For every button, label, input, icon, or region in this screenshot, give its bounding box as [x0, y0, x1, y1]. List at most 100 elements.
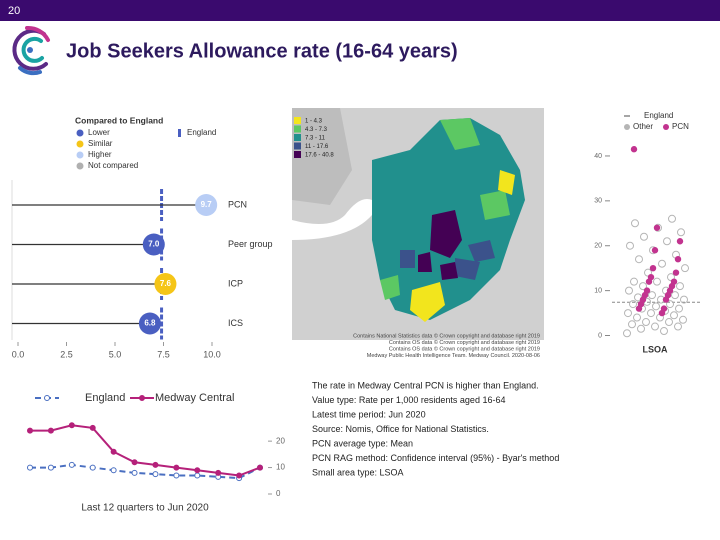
map-region — [380, 275, 400, 300]
point — [674, 322, 682, 331]
y-tick-label: 40 — [594, 153, 602, 160]
point — [110, 467, 117, 474]
point — [652, 302, 660, 311]
point — [681, 264, 689, 273]
legend-marker — [44, 395, 50, 401]
legend-swatch — [294, 151, 301, 158]
legend-marker — [76, 162, 84, 170]
point — [47, 464, 54, 471]
note-line: Source: Nomis, Office for National Stati… — [312, 424, 489, 434]
x-tick-label: 5.0 — [109, 349, 122, 359]
slide-title: Job Seekers Allowance rate (16-64 years) — [66, 40, 458, 62]
point — [131, 469, 138, 476]
point — [642, 318, 650, 327]
point — [653, 277, 661, 286]
legend-marker — [624, 124, 630, 130]
legend-label: England — [85, 392, 125, 404]
y-tick-label: 10 — [594, 287, 602, 294]
legend-label: England — [644, 111, 673, 120]
point — [630, 146, 638, 153]
map-region — [440, 262, 458, 280]
dot — [142, 233, 165, 256]
point — [676, 282, 684, 291]
map — [292, 108, 544, 340]
map-credit: Contains National Statistics data © Crow… — [353, 332, 540, 339]
legend-label: PCN — [672, 122, 689, 131]
y-tick-label: 10 — [276, 463, 285, 472]
series-line — [30, 463, 261, 480]
row-label: ICP — [228, 278, 243, 288]
row-label: PCN — [228, 199, 247, 209]
point — [173, 472, 180, 479]
point — [680, 295, 688, 304]
map-region — [440, 118, 480, 150]
legend-title: Compared to England — [75, 115, 163, 125]
value-label: 7.6 — [160, 279, 172, 288]
note-line: Value type: Rate per 1,000 residents age… — [312, 395, 505, 405]
legend-label: England — [187, 128, 216, 137]
legend-label: Higher — [88, 150, 112, 159]
top-bar — [0, 0, 720, 21]
point — [194, 472, 201, 479]
map-region — [455, 258, 480, 280]
map-region — [400, 250, 415, 268]
map-water — [292, 199, 372, 240]
point — [194, 467, 201, 474]
y-tick-label: 0 — [598, 332, 602, 339]
point — [131, 459, 138, 466]
point — [27, 464, 33, 471]
point — [675, 304, 683, 313]
point — [89, 424, 96, 431]
legend-swatch — [294, 125, 301, 133]
legend-swatch — [294, 117, 301, 124]
legend-label: 17.6 - 40.8 — [305, 153, 334, 159]
y-tick-label: 20 — [594, 243, 602, 250]
legend-label: 4.3 - 7.3 — [305, 127, 328, 133]
x-tick-label: 0.0 — [12, 349, 25, 359]
note-line: PCN RAG method: Confidence interval (95%… — [312, 453, 559, 463]
legend-swatch — [294, 142, 301, 150]
point — [649, 264, 657, 272]
point — [68, 422, 75, 429]
legend-marker — [178, 129, 181, 137]
point — [679, 315, 687, 324]
point — [653, 224, 661, 231]
y-tick-label: 0 — [276, 489, 281, 498]
row-label: ICS — [228, 318, 243, 328]
note-line: PCN average type: Mean — [312, 438, 413, 448]
legend-marker — [76, 129, 84, 137]
point — [89, 464, 96, 471]
map-region — [430, 210, 462, 258]
y-tick-label: 20 — [276, 436, 285, 445]
point — [645, 278, 653, 285]
point — [236, 472, 243, 479]
point — [668, 214, 676, 223]
map-region — [498, 170, 515, 195]
x-tick-label: 10.0 — [203, 349, 221, 359]
map-land — [292, 108, 352, 205]
map-region — [410, 282, 445, 322]
point — [110, 448, 117, 455]
point — [648, 291, 656, 300]
row-label: Peer group — [228, 239, 273, 249]
legend-label: 7.3 - 11 — [305, 136, 326, 142]
point — [624, 309, 632, 318]
point — [676, 238, 684, 245]
dot — [138, 312, 161, 335]
map-region — [418, 252, 432, 272]
legend-label: Other — [633, 122, 653, 131]
point — [152, 471, 159, 478]
value-label: 7.0 — [148, 240, 160, 249]
legend-marker — [76, 140, 84, 148]
dot — [195, 194, 218, 216]
point — [647, 309, 655, 318]
point — [637, 324, 645, 333]
legend-marker — [76, 151, 84, 159]
point — [27, 427, 33, 434]
value-label: 9.7 — [201, 200, 213, 209]
legend-marker — [139, 395, 145, 401]
point — [629, 300, 637, 309]
slide-number: 20 — [8, 5, 20, 17]
point — [658, 259, 666, 268]
